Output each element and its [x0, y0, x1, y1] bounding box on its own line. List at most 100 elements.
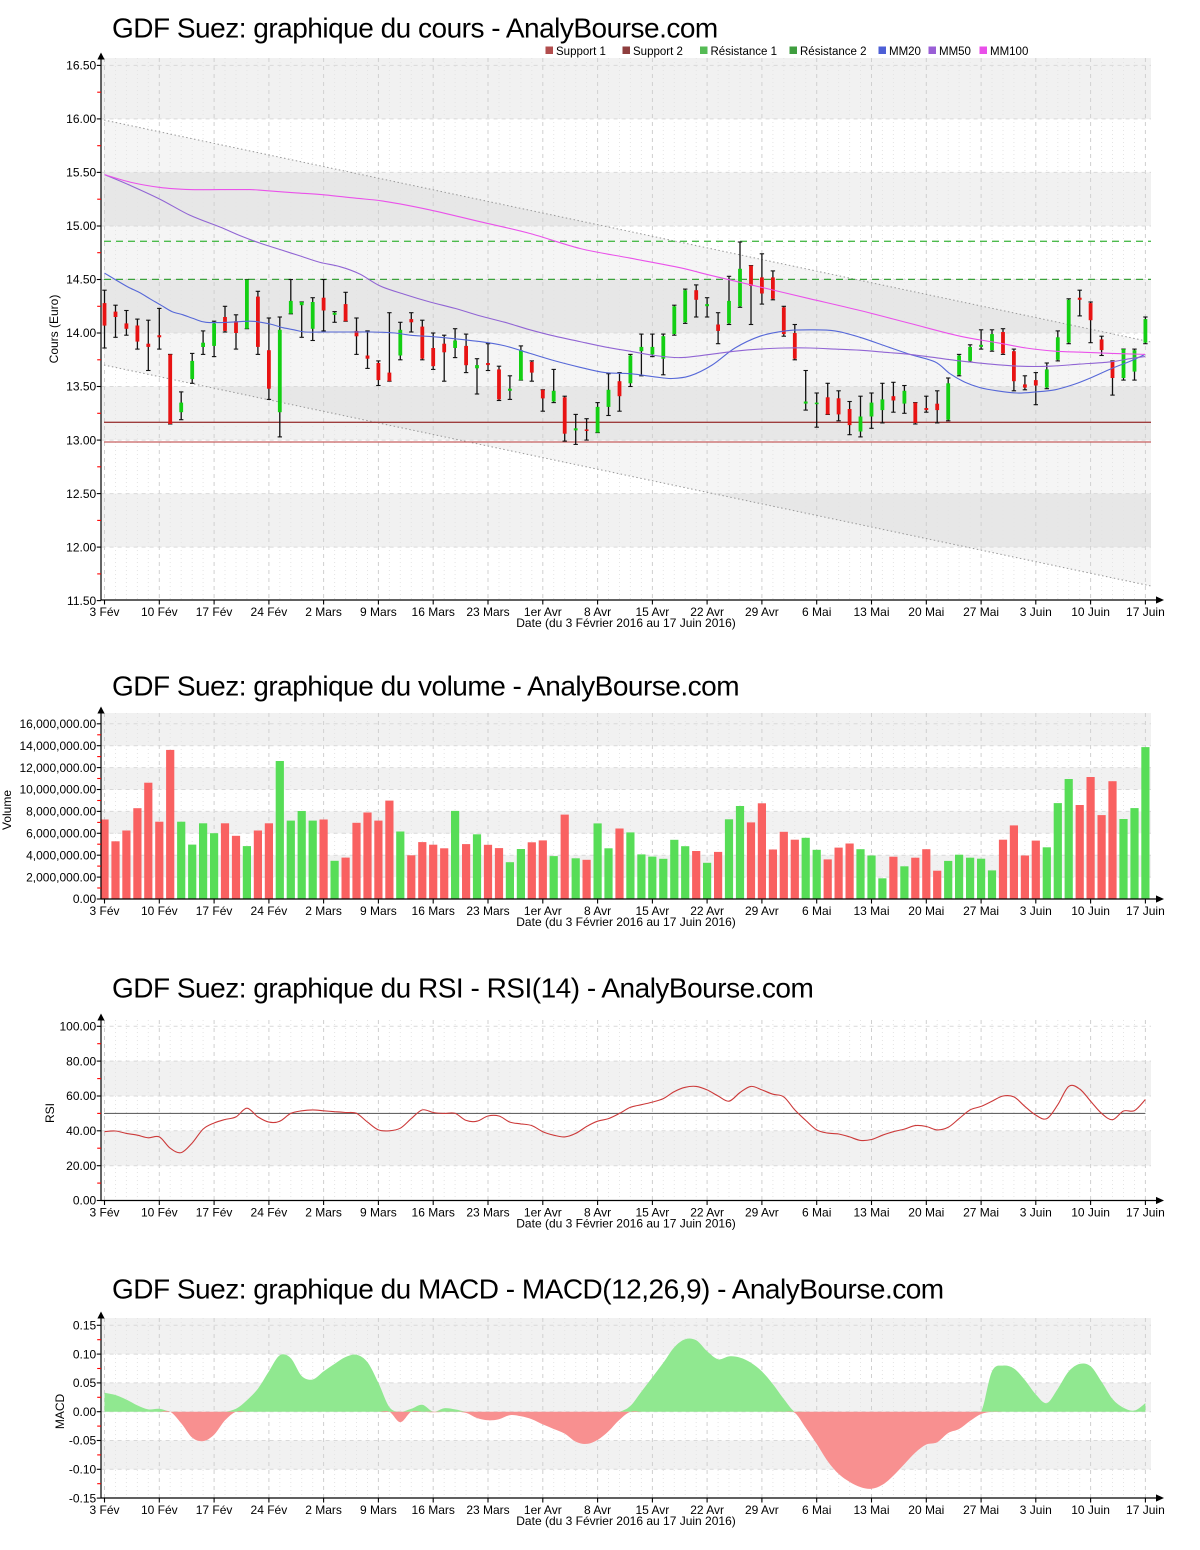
svg-text:10 Juin: 10 Juin — [1071, 1205, 1110, 1219]
svg-text:Support 2: Support 2 — [633, 46, 683, 58]
svg-text:10 Fév: 10 Fév — [141, 1205, 178, 1219]
svg-text:6 Mai: 6 Mai — [802, 904, 831, 918]
svg-text:3 Fév: 3 Fév — [89, 605, 119, 619]
svg-text:23 Mars: 23 Mars — [466, 1503, 509, 1517]
svg-text:GDF Suez: graphique du RSI - R: GDF Suez: graphique du RSI - RSI(14) - A… — [112, 973, 813, 1004]
svg-text:0.00: 0.00 — [73, 1405, 97, 1419]
svg-text:17 Fév: 17 Fév — [196, 1503, 233, 1517]
svg-text:Date (du 3 Février 2016 au 17: Date (du 3 Février 2016 au 17 Juin 2016) — [516, 915, 735, 929]
svg-text:6 Mai: 6 Mai — [802, 605, 831, 619]
svg-text:22 Avr: 22 Avr — [690, 1503, 724, 1517]
svg-text:Volume: Volume — [0, 790, 14, 830]
svg-text:29 Avr: 29 Avr — [745, 904, 779, 918]
svg-text:3 Juin: 3 Juin — [1020, 1503, 1052, 1517]
svg-text:2 Mars: 2 Mars — [305, 1205, 342, 1219]
svg-text:8 Avr: 8 Avr — [584, 605, 611, 619]
svg-text:27 Mai: 27 Mai — [963, 1205, 999, 1219]
svg-text:14,000,000.00: 14,000,000.00 — [19, 739, 96, 753]
svg-text:15.50: 15.50 — [66, 166, 96, 180]
svg-text:0.10: 0.10 — [73, 1347, 97, 1361]
svg-text:20 Mai: 20 Mai — [908, 1205, 944, 1219]
svg-text:17 Juin: 17 Juin — [1126, 605, 1165, 619]
svg-text:22 Avr: 22 Avr — [690, 904, 724, 918]
svg-text:15 Avr: 15 Avr — [635, 605, 669, 619]
svg-text:8 Avr: 8 Avr — [584, 904, 611, 918]
svg-text:9 Mars: 9 Mars — [360, 1503, 397, 1517]
svg-text:2 Mars: 2 Mars — [305, 1503, 342, 1517]
svg-text:1er Avr: 1er Avr — [524, 1205, 562, 1219]
svg-text:10 Fév: 10 Fév — [141, 605, 178, 619]
svg-text:9 Mars: 9 Mars — [360, 904, 397, 918]
svg-text:20 Mai: 20 Mai — [908, 605, 944, 619]
svg-text:3 Juin: 3 Juin — [1020, 605, 1052, 619]
svg-text:RSI: RSI — [43, 1103, 57, 1123]
svg-text:0.15: 0.15 — [73, 1319, 97, 1333]
svg-text:9 Mars: 9 Mars — [360, 1205, 397, 1219]
svg-text:16 Mars: 16 Mars — [412, 1503, 455, 1517]
svg-text:17 Fév: 17 Fév — [196, 605, 233, 619]
svg-text:1er Avr: 1er Avr — [524, 1503, 562, 1517]
svg-text:10 Juin: 10 Juin — [1071, 904, 1110, 918]
svg-text:27 Mai: 27 Mai — [963, 1503, 999, 1517]
svg-text:3 Fév: 3 Fév — [89, 1503, 119, 1517]
svg-text:0.00: 0.00 — [73, 1194, 97, 1208]
svg-text:8 Avr: 8 Avr — [584, 1205, 611, 1219]
svg-text:17 Juin: 17 Juin — [1126, 1205, 1165, 1219]
svg-text:Cours (Euro): Cours (Euro) — [47, 295, 61, 364]
svg-text:23 Mars: 23 Mars — [466, 605, 509, 619]
svg-text:Résistance 2: Résistance 2 — [800, 46, 866, 58]
svg-text:16.00: 16.00 — [66, 112, 96, 126]
svg-text:-0.10: -0.10 — [69, 1463, 97, 1477]
svg-text:60.00: 60.00 — [66, 1089, 96, 1103]
svg-text:Date (du 3 Février 2016 au 17: Date (du 3 Février 2016 au 17 Juin 2016) — [516, 1216, 735, 1230]
svg-text:3 Fév: 3 Fév — [89, 1205, 119, 1219]
svg-text:15 Avr: 15 Avr — [635, 1503, 669, 1517]
svg-text:23 Mars: 23 Mars — [466, 904, 509, 918]
svg-text:11.50: 11.50 — [67, 594, 96, 608]
svg-text:10 Fév: 10 Fév — [141, 904, 178, 918]
svg-text:15.00: 15.00 — [66, 219, 96, 233]
svg-text:GDF Suez: graphique du MACD -: GDF Suez: graphique du MACD - MACD(12,26… — [112, 1274, 944, 1305]
svg-text:27 Mai: 27 Mai — [963, 605, 999, 619]
svg-text:24 Fév: 24 Fév — [251, 1503, 288, 1517]
svg-text:MM50: MM50 — [939, 46, 971, 58]
svg-text:14.00: 14.00 — [66, 326, 96, 340]
svg-text:24 Fév: 24 Fév — [251, 1205, 288, 1219]
svg-text:13 Mai: 13 Mai — [853, 605, 889, 619]
svg-text:27 Mai: 27 Mai — [963, 904, 999, 918]
svg-text:16 Mars: 16 Mars — [412, 1205, 455, 1219]
svg-text:40.00: 40.00 — [66, 1124, 96, 1138]
svg-text:Date (du 3 Février 2016 au 17: Date (du 3 Février 2016 au 17 Juin 2016) — [516, 616, 735, 630]
svg-text:80.00: 80.00 — [66, 1054, 96, 1068]
svg-text:13.50: 13.50 — [66, 380, 96, 394]
svg-text:MM20: MM20 — [889, 46, 921, 58]
svg-text:10 Juin: 10 Juin — [1071, 605, 1110, 619]
svg-text:3 Juin: 3 Juin — [1020, 1205, 1052, 1219]
svg-text:10,000,000.00: 10,000,000.00 — [19, 783, 96, 797]
svg-text:3 Juin: 3 Juin — [1020, 904, 1052, 918]
svg-text:16 Mars: 16 Mars — [412, 904, 455, 918]
svg-text:24 Fév: 24 Fév — [251, 605, 288, 619]
svg-text:100.00: 100.00 — [59, 1020, 96, 1034]
svg-text:12.50: 12.50 — [66, 487, 96, 501]
svg-text:14.50: 14.50 — [66, 273, 96, 287]
svg-text:29 Avr: 29 Avr — [745, 1205, 779, 1219]
svg-text:23 Mars: 23 Mars — [466, 1205, 509, 1219]
svg-text:10 Fév: 10 Fév — [141, 1503, 178, 1517]
svg-text:1er Avr: 1er Avr — [524, 904, 562, 918]
svg-text:13.00: 13.00 — [66, 433, 96, 447]
svg-text:GDF Suez: graphique du volume: GDF Suez: graphique du volume - AnalyBou… — [112, 671, 739, 702]
svg-text:29 Avr: 29 Avr — [745, 605, 779, 619]
svg-text:13 Mai: 13 Mai — [853, 1205, 889, 1219]
svg-text:Support 1: Support 1 — [556, 46, 606, 58]
svg-text:12.00: 12.00 — [66, 540, 96, 554]
svg-text:22 Avr: 22 Avr — [690, 605, 724, 619]
svg-text:24 Fév: 24 Fév — [251, 904, 288, 918]
svg-text:MACD: MACD — [53, 1394, 67, 1430]
svg-text:9 Mars: 9 Mars — [360, 605, 397, 619]
svg-text:2,000,000.00: 2,000,000.00 — [26, 870, 96, 884]
svg-text:0.00: 0.00 — [73, 892, 97, 906]
svg-text:17 Fév: 17 Fév — [196, 1205, 233, 1219]
svg-text:0.05: 0.05 — [73, 1376, 97, 1390]
svg-text:6 Mai: 6 Mai — [802, 1503, 831, 1517]
